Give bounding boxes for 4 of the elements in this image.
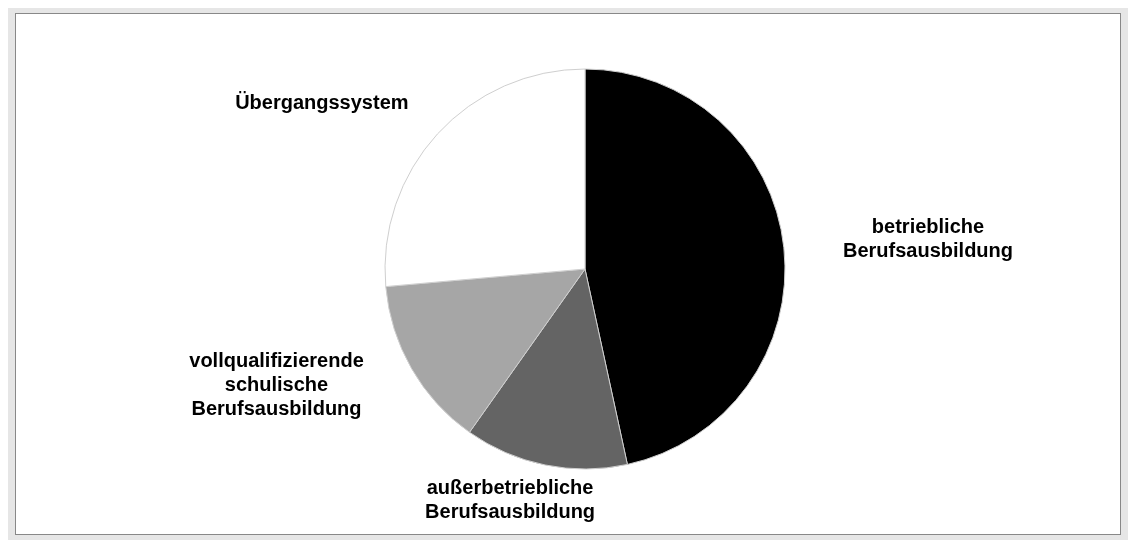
slice-label: vollqualifizierende schulische Berufsausbildung xyxy=(189,348,364,419)
slice-label: Übergangssystem xyxy=(235,90,409,113)
slice-label: betriebliche Berufsausbildung xyxy=(843,215,1014,262)
slice-label: außerbetriebliche Berufsausbildung xyxy=(425,476,596,523)
